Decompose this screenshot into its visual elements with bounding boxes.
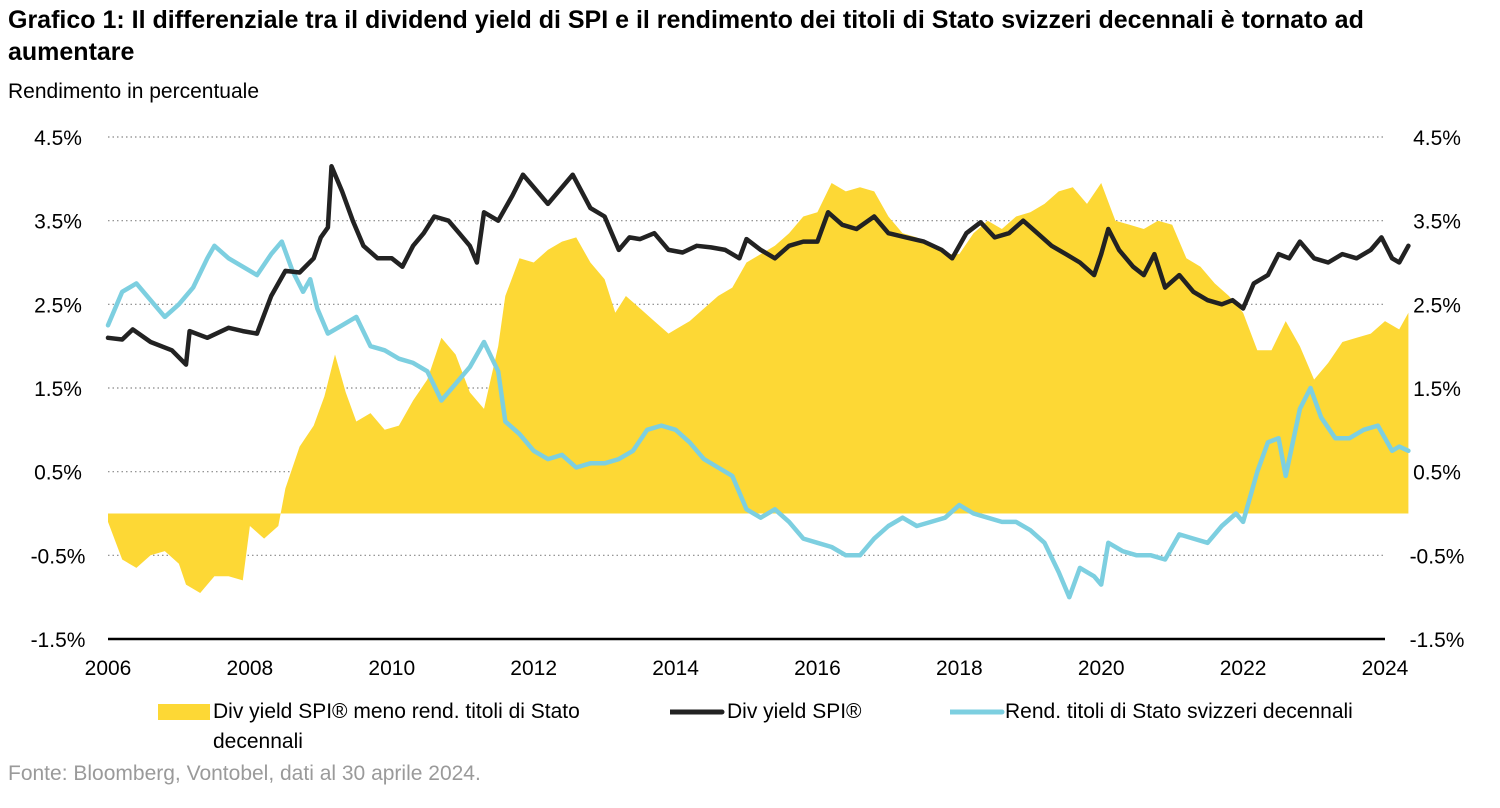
x-tick-label: 2014 xyxy=(652,657,699,680)
legend-item-div-yield: Div yield SPI® xyxy=(670,697,862,727)
series-line-div-yield xyxy=(105,164,1411,367)
x-tick-label: 2006 xyxy=(85,657,132,680)
series-line-bond-yield xyxy=(105,239,1411,600)
legend-label-div-yield: Div yield SPI® xyxy=(727,700,862,723)
x-tick-label: 2022 xyxy=(1220,657,1267,680)
x-tick-label: 2008 xyxy=(227,657,274,680)
legend-swatch-spread-icon xyxy=(158,704,210,720)
chart-subtitle: Rendimento in percentuale xyxy=(8,80,259,103)
y-tick-label-left: -1.5% xyxy=(31,629,86,652)
lines-layer xyxy=(105,164,1411,600)
legend-label-bond-yield: Rend. titoli di Stato svizzeri decennali xyxy=(1005,700,1353,723)
axes: 4.5% 4.5% 3.5% 3.5% 2.5% 2.5% 1.5% 1.5% 0.5% 0.5%… xyxy=(31,127,1465,680)
x-tick-label: 2012 xyxy=(510,657,557,680)
y-tick-label-right: -0.5% xyxy=(1410,545,1465,568)
y-tick-label-right: -1.5% xyxy=(1410,629,1465,652)
spread-area-layer xyxy=(108,183,1409,593)
y-tick-label-left: 0.5% xyxy=(34,462,82,485)
chart-canvas: 4.5% 4.5% 3.5% 3.5% 2.5% 2.5% 1.5% 1.5% 0.5% 0.5%… xyxy=(31,127,1465,680)
x-tick-label: 2018 xyxy=(936,657,983,680)
y-tick-label-right: 3.5% xyxy=(1413,211,1461,234)
legend-label-spread: Div yield SPI® meno rend. titoli di Stat… xyxy=(213,700,580,753)
y-tick-label-right: 0.5% xyxy=(1413,462,1461,485)
y-tick-label-left: -0.5% xyxy=(31,545,86,568)
x-tick-label: 2010 xyxy=(368,657,415,680)
y-tick-label-right: 1.5% xyxy=(1413,378,1461,401)
legend-item-bond-yield: Rend. titoli di Stato svizzeri decennali xyxy=(950,697,1353,727)
y-tick-label-right: 4.5% xyxy=(1413,127,1461,150)
legend-swatch-bond-yield-icon xyxy=(950,709,1005,715)
x-tick-label: 2020 xyxy=(1078,657,1125,680)
y-tick-label-left: 1.5% xyxy=(34,378,82,401)
chart-title: Grafico 1: Il differenziale tra il divid… xyxy=(8,6,1364,66)
legend-swatch-div-yield-icon xyxy=(670,709,725,715)
series-area-spread xyxy=(108,183,1409,593)
y-tick-label-left: 3.5% xyxy=(34,211,82,234)
y-tick-label-left: 2.5% xyxy=(34,294,82,317)
y-tick-label-right: 2.5% xyxy=(1413,294,1461,317)
legend-item-spread: Div yield SPI® meno rend. titoli di Stat… xyxy=(158,697,628,757)
y-tick-label-left: 4.5% xyxy=(34,127,82,150)
x-tick-label: 2016 xyxy=(794,657,841,680)
source-note: Fonte: Bloomberg, Vontobel, dati al 30 a… xyxy=(8,762,481,785)
x-tick-label: 2024 xyxy=(1362,657,1409,680)
